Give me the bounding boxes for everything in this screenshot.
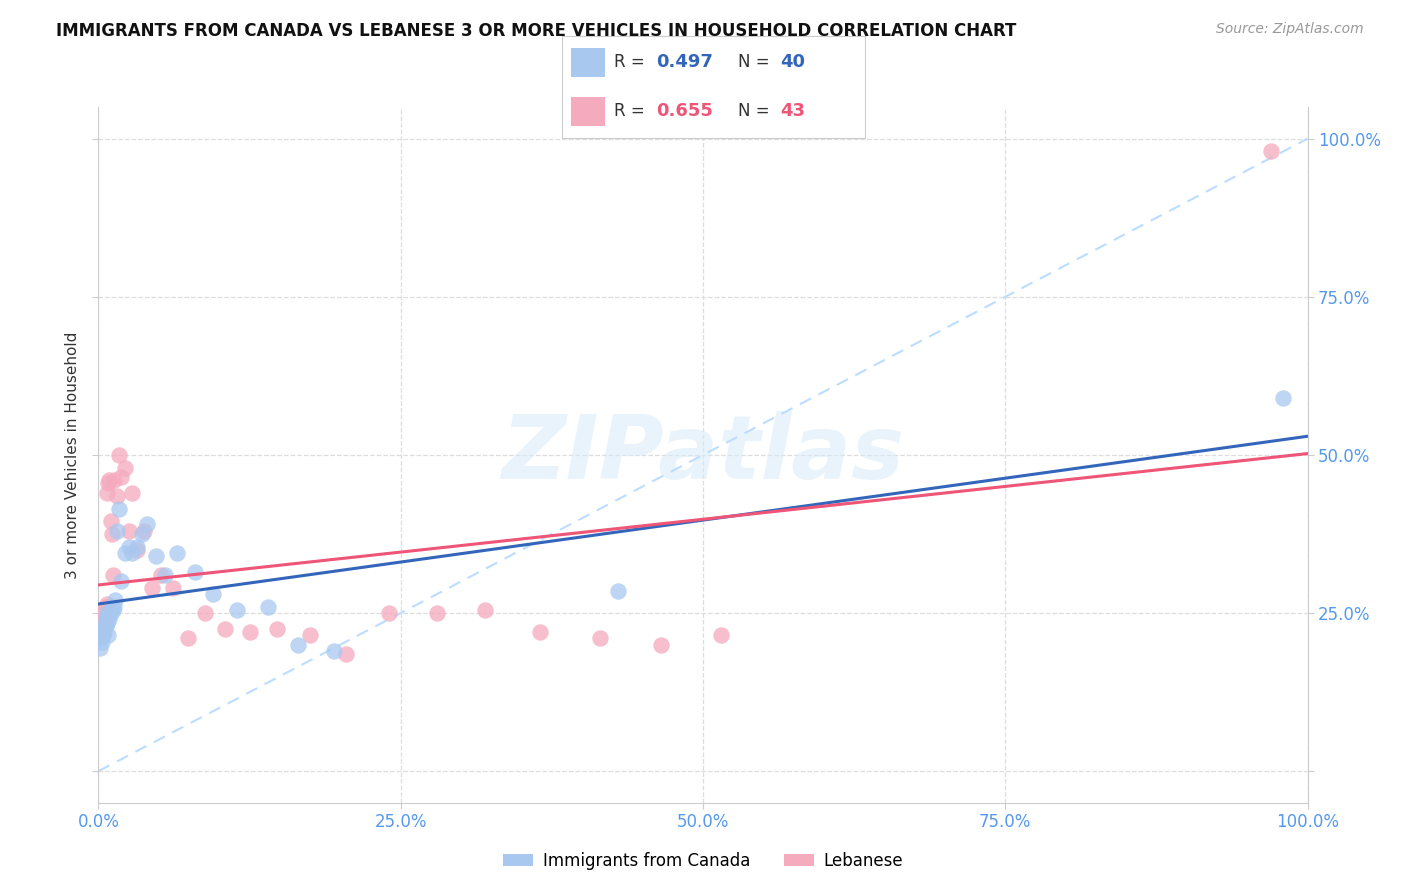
Point: [94, 618, 117, 632]
Point: [202, 587, 225, 601]
Point: [91, 622, 114, 636]
Y-axis label: 3 or more Vehicles in Household: 3 or more Vehicles in Household: [65, 331, 80, 579]
Point: [100, 527, 122, 541]
Point: [91, 622, 114, 636]
Point: [1260, 145, 1282, 159]
Point: [256, 599, 278, 614]
Point: [103, 473, 125, 487]
Point: [93, 612, 115, 626]
Text: N =: N =: [738, 53, 775, 70]
Point: [134, 524, 156, 538]
Text: IMMIGRANTS FROM CANADA VS LEBANESE 3 OR MORE VEHICLES IN HOUSEHOLD CORRELATION C: IMMIGRANTS FROM CANADA VS LEBANESE 3 OR …: [56, 22, 1017, 40]
Point: [121, 546, 143, 560]
Point: [287, 638, 309, 652]
Point: [91, 625, 114, 640]
Point: [607, 583, 630, 598]
Point: [91, 625, 114, 640]
Point: [184, 565, 207, 579]
Text: 0.655: 0.655: [657, 102, 713, 120]
Point: [214, 622, 236, 636]
Point: [93, 606, 115, 620]
Point: [474, 603, 496, 617]
Point: [97, 476, 120, 491]
Point: [97, 609, 120, 624]
Point: [105, 489, 128, 503]
Point: [226, 603, 249, 617]
Point: [94, 599, 117, 614]
Point: [162, 581, 184, 595]
Point: [97, 628, 120, 642]
Point: [710, 628, 733, 642]
Point: [131, 527, 153, 541]
Point: [114, 460, 136, 475]
Point: [105, 524, 128, 538]
Point: [150, 568, 173, 582]
Point: [335, 647, 357, 661]
Point: [114, 546, 136, 560]
Point: [127, 540, 149, 554]
Point: [135, 517, 157, 532]
Bar: [571, 97, 605, 126]
Point: [89, 640, 111, 655]
Text: ZIPatlas: ZIPatlas: [502, 411, 904, 499]
Text: 0.497: 0.497: [657, 53, 713, 70]
Point: [529, 625, 551, 640]
Point: [145, 549, 167, 563]
Bar: [571, 48, 605, 77]
Point: [103, 599, 125, 614]
Point: [426, 606, 449, 620]
Point: [108, 448, 131, 462]
Point: [96, 486, 118, 500]
Point: [239, 625, 262, 640]
Point: [101, 603, 124, 617]
Point: [100, 514, 122, 528]
Text: 40: 40: [780, 53, 806, 70]
Point: [127, 542, 149, 557]
Point: [110, 470, 132, 484]
Point: [91, 628, 114, 642]
Point: [118, 524, 141, 538]
Point: [90, 632, 112, 646]
Point: [98, 612, 121, 626]
Point: [96, 597, 118, 611]
Point: [100, 599, 122, 614]
Point: [96, 606, 118, 620]
Legend: Immigrants from Canada, Lebanese: Immigrants from Canada, Lebanese: [496, 846, 910, 877]
Point: [104, 593, 127, 607]
Point: [1272, 391, 1295, 405]
Point: [94, 612, 117, 626]
Text: N =: N =: [738, 102, 775, 120]
Point: [93, 625, 115, 640]
Text: R =: R =: [614, 53, 650, 70]
Point: [650, 638, 672, 652]
Point: [101, 568, 124, 582]
Point: [96, 615, 118, 630]
Point: [194, 606, 217, 620]
Point: [166, 546, 188, 560]
Point: [110, 574, 132, 589]
Point: [100, 606, 122, 620]
Point: [90, 622, 112, 636]
Text: Source: ZipAtlas.com: Source: ZipAtlas.com: [1216, 22, 1364, 37]
Point: [377, 606, 399, 620]
Text: 43: 43: [780, 102, 806, 120]
Point: [98, 473, 121, 487]
Point: [589, 632, 612, 646]
Point: [121, 486, 143, 500]
Point: [323, 644, 346, 658]
Point: [299, 628, 322, 642]
Point: [93, 618, 115, 632]
Point: [118, 540, 141, 554]
Point: [153, 568, 176, 582]
Point: [266, 622, 288, 636]
Point: [91, 618, 114, 632]
Point: [91, 634, 114, 648]
Point: [141, 581, 163, 595]
Point: [91, 615, 114, 630]
Point: [177, 632, 200, 646]
Text: R =: R =: [614, 102, 650, 120]
Point: [89, 628, 111, 642]
Point: [108, 501, 131, 516]
